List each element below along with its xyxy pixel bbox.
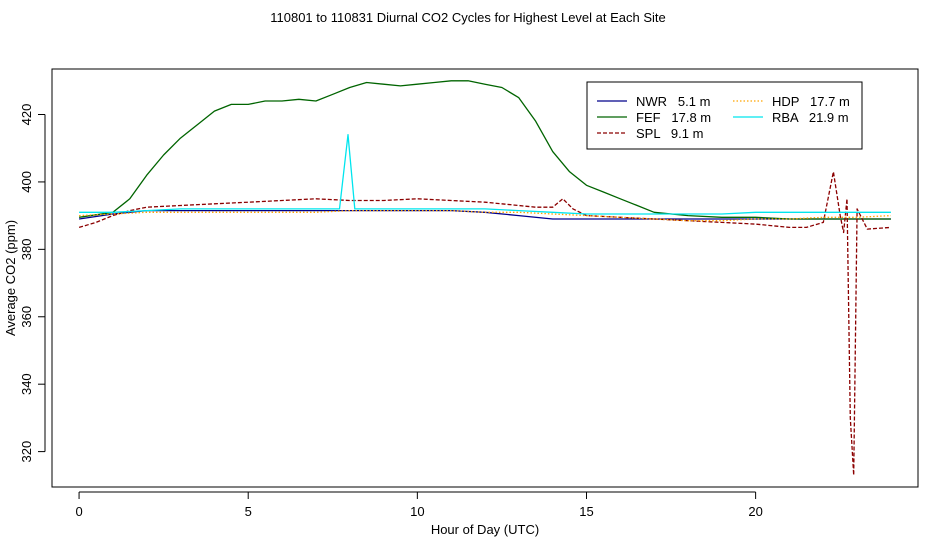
y-axis-title: Average CO2 (ppm) — [3, 220, 18, 336]
x-tick-label: 10 — [410, 504, 424, 519]
chart-title: 110801 to 110831 Diurnal CO2 Cycles for … — [270, 10, 666, 25]
y-tick-label: 420 — [19, 104, 34, 126]
y-tick-label: 340 — [19, 373, 34, 395]
x-tick-label: 20 — [748, 504, 762, 519]
y-tick-label: 380 — [19, 238, 34, 260]
x-tick-label: 5 — [245, 504, 252, 519]
legend-label: SPL 9.1 m — [636, 126, 703, 141]
legend-label: HDP 17.7 m — [772, 94, 850, 109]
series-line-spl — [78, 171, 891, 476]
legend-label: NWR 5.1 m — [636, 94, 710, 109]
x-tick-label: 15 — [579, 504, 593, 519]
legend-label: RBA 21.9 m — [772, 110, 849, 125]
x-axis-title: Hour of Day (UTC) — [431, 522, 539, 537]
series-line-hdp — [79, 209, 891, 222]
y-tick-label: 360 — [19, 306, 34, 328]
plot-frame — [51, 68, 919, 488]
y-tick-label: 320 — [19, 441, 34, 463]
legend-box — [586, 81, 863, 150]
series-line-rba — [79, 134, 891, 215]
legend-label: FEF 17.8 m — [636, 110, 711, 125]
x-tick-label: 0 — [75, 504, 82, 519]
x-axis: 0 5 10 15 20 — [75, 491, 763, 519]
y-tick-label: 400 — [19, 171, 34, 193]
y-axis: 320 340 360 380 400 420 — [19, 104, 46, 463]
plot-lines — [78, 80, 891, 476]
